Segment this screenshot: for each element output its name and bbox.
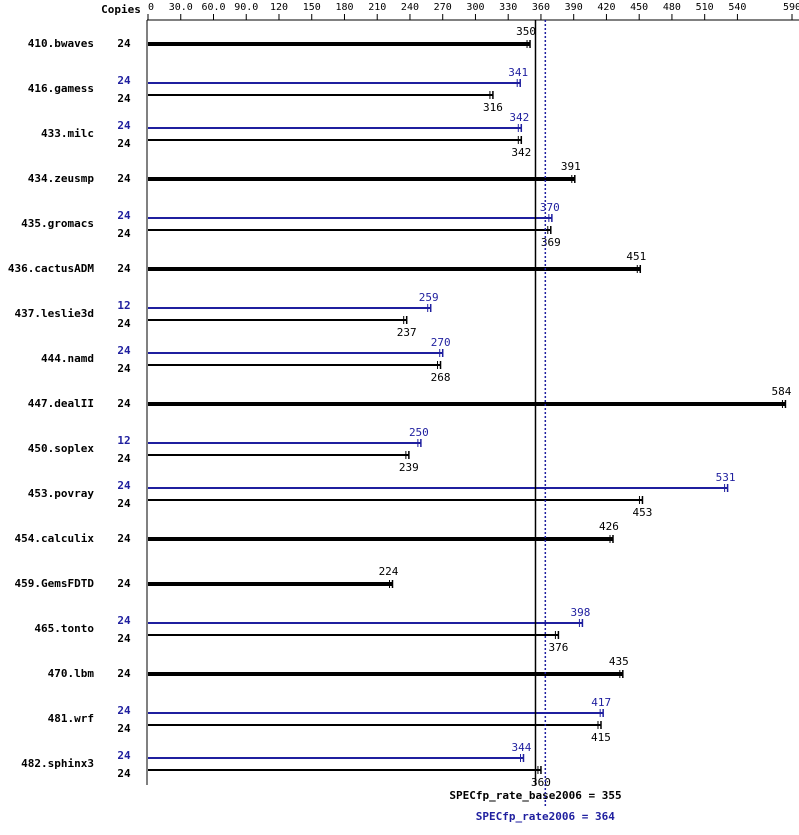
copies: 24 xyxy=(117,632,131,645)
value-label: 350 xyxy=(516,25,536,38)
copies: 24 xyxy=(117,74,131,87)
value-label: 259 xyxy=(419,291,439,304)
category-label: 437.leslie3d xyxy=(15,307,94,320)
x-tick-label: 390 xyxy=(565,2,583,13)
copies: 24 xyxy=(117,614,131,627)
copies: 24 xyxy=(117,452,131,465)
value-label: 376 xyxy=(548,641,568,654)
x-tick-label: 120 xyxy=(270,2,288,13)
value-label: 344 xyxy=(512,741,532,754)
value-label: 237 xyxy=(397,326,417,339)
copies: 24 xyxy=(117,119,131,132)
value-label: 342 xyxy=(511,146,531,159)
x-tick-label: 360 xyxy=(532,2,550,13)
copies: 24 xyxy=(117,704,131,717)
x-tick-label: 510 xyxy=(696,2,714,13)
x-tick-label: 60.0 xyxy=(201,2,225,13)
value-label: 342 xyxy=(509,111,529,124)
x-tick-label: 180 xyxy=(335,2,353,13)
copies: 12 xyxy=(117,434,130,447)
value-label: 398 xyxy=(570,606,590,619)
value-label: 270 xyxy=(431,336,451,349)
copies: 24 xyxy=(117,479,131,492)
x-tick-label: 590 xyxy=(783,2,799,13)
value-label: 417 xyxy=(591,696,611,709)
category-label: 444.namd xyxy=(41,352,94,365)
value-label: 531 xyxy=(716,471,736,484)
x-tick-label: 480 xyxy=(663,2,681,13)
copies: 24 xyxy=(117,767,131,780)
x-tick-label: 240 xyxy=(401,2,419,13)
value-label: 224 xyxy=(379,565,399,578)
x-tick-label: 30.0 xyxy=(169,2,193,13)
category-label: 433.milc xyxy=(41,127,94,140)
copies: 24 xyxy=(117,722,131,735)
x-tick-label: 150 xyxy=(303,2,321,13)
x-tick-label: 540 xyxy=(728,2,746,13)
copies: 24 xyxy=(117,344,131,357)
x-tick-label: 330 xyxy=(499,2,517,13)
value-label: 250 xyxy=(409,426,429,439)
category-label: 416.gamess xyxy=(28,82,94,95)
value-label: 435 xyxy=(609,655,629,668)
copies: 24 xyxy=(117,137,131,150)
reference-label: SPECfp_rate_base2006 = 355 xyxy=(449,789,621,802)
copies: 24 xyxy=(117,37,131,50)
value-label: 370 xyxy=(540,201,560,214)
value-label: 391 xyxy=(561,160,581,173)
x-tick-label: 0 xyxy=(148,2,154,13)
category-label: 459.GemsFDTD xyxy=(15,577,95,590)
x-tick-label: 210 xyxy=(368,2,386,13)
category-label: 453.povray xyxy=(28,487,95,500)
copies: 24 xyxy=(117,667,131,680)
category-label: 434.zeusmp xyxy=(28,172,95,185)
category-label: 481.wrf xyxy=(48,712,94,725)
category-label: 450.soplex xyxy=(28,442,95,455)
category-label: 447.dealII xyxy=(28,397,94,410)
copies: 24 xyxy=(117,362,131,375)
x-tick-label: 90.0 xyxy=(234,2,258,13)
copies: 24 xyxy=(117,262,131,275)
value-label: 415 xyxy=(591,731,611,744)
value-label: 316 xyxy=(483,101,503,114)
value-label: 426 xyxy=(599,520,619,533)
x-tick-label: 450 xyxy=(630,2,648,13)
copies: 24 xyxy=(117,577,131,590)
value-label: 369 xyxy=(541,236,561,249)
copies: 24 xyxy=(117,227,131,240)
copies: 24 xyxy=(117,92,131,105)
copies: 24 xyxy=(117,497,131,510)
category-label: 454.calculix xyxy=(15,532,95,545)
category-label: 465.tonto xyxy=(34,622,94,635)
category-label: 410.bwaves xyxy=(28,37,94,50)
value-label: 451 xyxy=(626,250,646,263)
x-tick-label: 270 xyxy=(434,2,452,13)
copies: 24 xyxy=(117,209,131,222)
value-label: 341 xyxy=(508,66,528,79)
value-label: 360 xyxy=(531,776,551,789)
x-tick-label: 300 xyxy=(466,2,484,13)
category-label: 436.cactusADM xyxy=(8,262,94,275)
value-label: 453 xyxy=(633,506,653,519)
value-label: 268 xyxy=(431,371,451,384)
copies: 24 xyxy=(117,532,131,545)
category-label: 470.lbm xyxy=(48,667,95,680)
copies: 24 xyxy=(117,749,131,762)
copies: 12 xyxy=(117,299,130,312)
x-tick-label: 420 xyxy=(597,2,615,13)
category-label: 482.sphinx3 xyxy=(21,757,94,770)
value-label: 584 xyxy=(772,385,792,398)
copies: 24 xyxy=(117,172,131,185)
copies: 24 xyxy=(117,397,131,410)
reference-label: SPECfp_rate2006 = 364 xyxy=(476,810,615,823)
category-label: 435.gromacs xyxy=(21,217,94,230)
copies: 24 xyxy=(117,317,131,330)
copies-header: Copies xyxy=(101,3,141,16)
value-label: 239 xyxy=(399,461,419,474)
